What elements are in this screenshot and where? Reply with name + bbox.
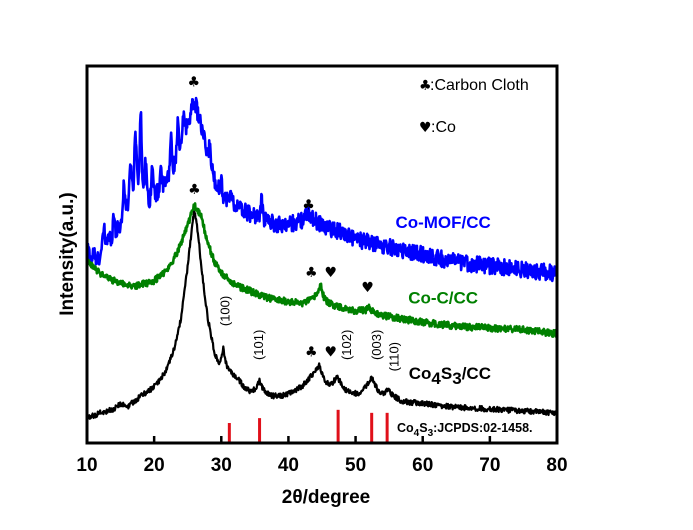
series-line-co-c-cc <box>85 202 559 339</box>
x-tick-label: 70 <box>479 455 500 476</box>
legend-co-symbol: ♥ <box>419 120 432 136</box>
legend: ♣ :Carbon Cloth ♥ :Co <box>419 77 529 136</box>
hkl-label: (102) <box>339 330 354 360</box>
x-tick-label: 80 <box>546 455 567 476</box>
hkl-label: (110) <box>387 342 402 371</box>
ref-label-sub2: 3 <box>428 428 434 439</box>
ref-label-rest: :JCPDS:02-1458. <box>433 421 532 435</box>
carbon-cloth-marker: ♣ <box>302 197 315 213</box>
series-label: Co-C/CC <box>408 289 478 308</box>
co-marker: ♥ <box>361 280 374 296</box>
legend-carbon-cloth-label: :Carbon Cloth <box>430 77 529 94</box>
ref-label-co: Co <box>397 421 414 435</box>
x-tick-label: 60 <box>412 455 433 476</box>
annotations-layer: ♣ ♣ ♣ ♣ ♥ ♥ ♣ ♥ (100) (101) (102) (003) (110) <box>187 75 401 372</box>
carbon-cloth-marker: ♣ <box>305 265 318 281</box>
x-axis-title: 2θ/degree <box>282 487 370 508</box>
co-marker: ♥ <box>324 344 337 360</box>
hkl-label: (100) <box>217 296 232 326</box>
series-layer <box>85 96 559 421</box>
x-tick-label: 50 <box>345 455 366 476</box>
carbon-cloth-marker: ♣ <box>188 182 201 198</box>
ref-label-s: S <box>419 421 427 435</box>
plot-frame <box>85 64 559 445</box>
reference-pattern-layer <box>227 409 389 443</box>
carbon-cloth-marker: ♣ <box>305 344 318 360</box>
legend-carbon-cloth-symbol: ♣ <box>419 78 432 94</box>
hkl-label: (101) <box>251 330 266 360</box>
svg-text:Co4S3:JCPDS:02-1458.: Co4S3:JCPDS:02-1458. <box>397 421 533 439</box>
x-tick-label: 10 <box>76 455 97 476</box>
series-line-co4s3-cc <box>86 210 559 421</box>
series-label: Co4S3/CC <box>409 364 491 388</box>
hkl-label: (003) <box>369 330 384 360</box>
legend-co-label: :Co <box>431 119 456 136</box>
x-tick-label: 30 <box>211 455 232 476</box>
co-marker: ♥ <box>324 265 337 281</box>
ref-label-sub1: 4 <box>414 428 420 439</box>
x-tick-label: 40 <box>278 455 299 476</box>
x-tick-label: 20 <box>144 455 165 476</box>
reference-label: Co4S3:JCPDS:02-1458. <box>397 421 533 439</box>
x-axis-ticks: 10 20 30 40 50 60 70 80 <box>76 436 568 476</box>
carbon-cloth-marker: ♣ <box>187 75 200 91</box>
series-label: Co-MOF/CC <box>395 213 490 232</box>
series-line-co-mof-cc <box>85 96 559 283</box>
series-labels-layer: Co-MOF/CC Co-C/CC Co4S3/CC <box>395 213 491 388</box>
y-axis-title: Intensity(a.u.) <box>57 192 78 316</box>
